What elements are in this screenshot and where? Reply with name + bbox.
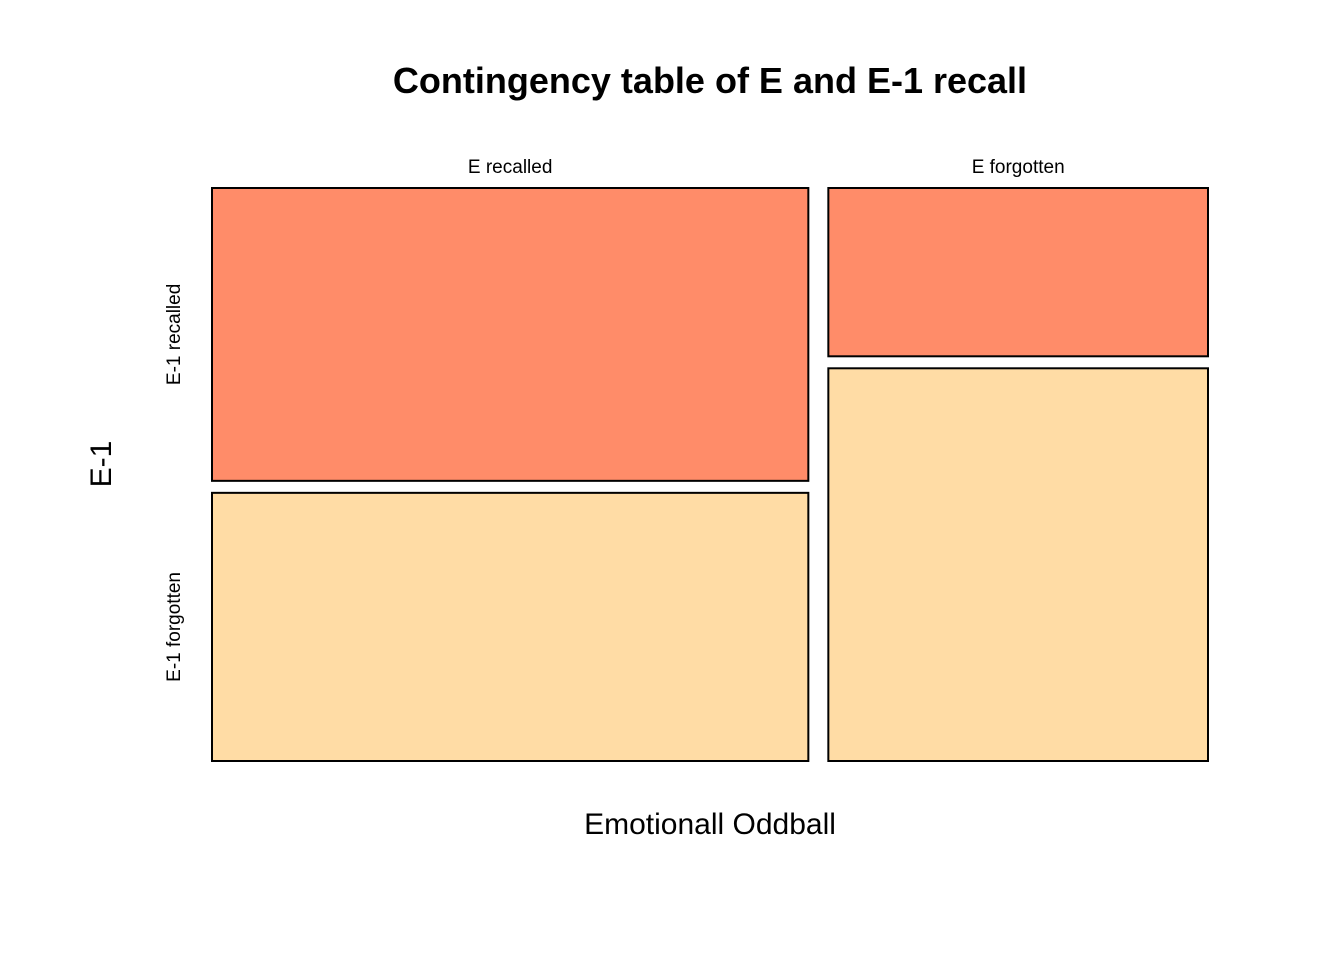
chart-title: Contingency table of E and E-1 recall: [393, 60, 1027, 101]
tile-e-forgotten-e-1-recalled: [827, 187, 1209, 358]
tile-e-recalled-e-1-forgotten: [211, 491, 810, 762]
mosaic-tiles: [211, 187, 1209, 762]
x-category-label-e-forgotten: E forgotten: [972, 157, 1065, 178]
tile-e-recalled-e-1-recalled: [211, 187, 810, 482]
y-axis-label: E-1: [85, 441, 118, 488]
y-category-label-e-1-recalled: E-1 recalled: [164, 284, 185, 385]
x-category-label-e-recalled: E recalled: [468, 157, 553, 178]
y-category-label-e-1-forgotten: E-1 forgotten: [164, 572, 185, 682]
category-labels: E recalled E forgotten E-1 recalled E-1 for…: [164, 157, 1065, 682]
x-axis-label: Emotionall Oddball: [584, 808, 836, 841]
tile-e-forgotten-e-1-forgotten: [827, 367, 1209, 762]
